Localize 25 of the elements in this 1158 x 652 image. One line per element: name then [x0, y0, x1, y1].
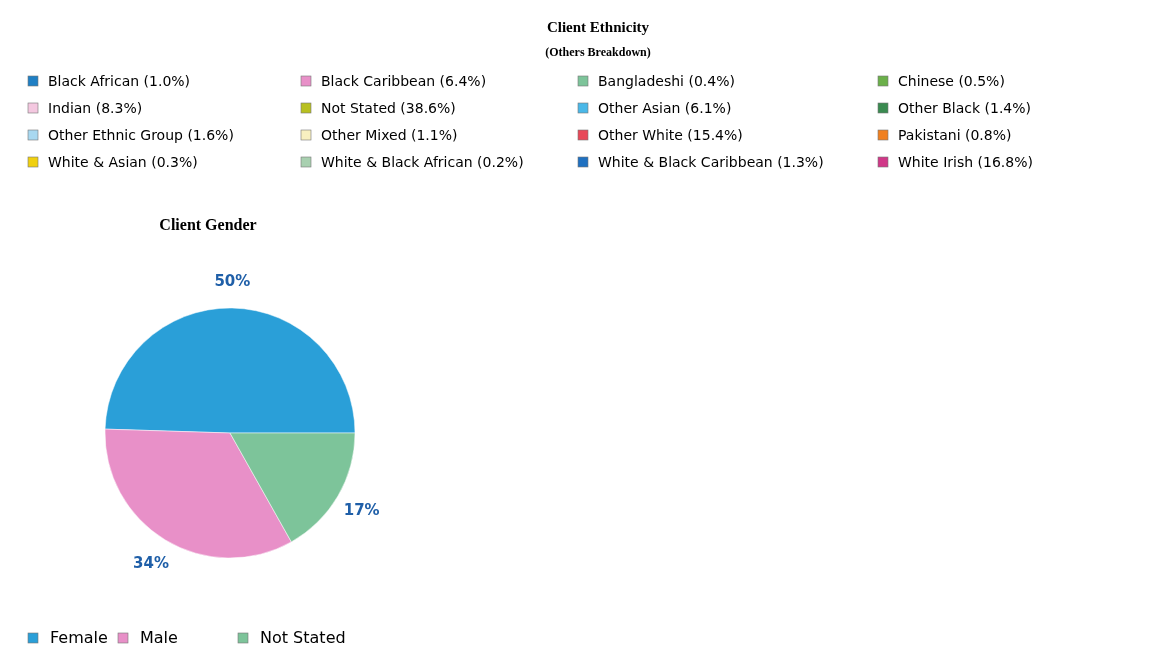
- chart-title: Client Gender: [159, 216, 257, 233]
- category-label: White & Black African (0.2%): [321, 154, 524, 170]
- category-label: White & Asian (0.3%): [48, 154, 198, 170]
- category-label: Chinese (0.5%): [898, 73, 1005, 89]
- category-label: Black African (1.0%): [48, 73, 191, 89]
- category-label: White Irish (16.8%): [898, 154, 1033, 170]
- category-label: Other Ethnic Group (1.6%): [48, 127, 234, 143]
- category-label: Other Asian (6.1%): [598, 100, 732, 116]
- data-label: 34%: [133, 554, 169, 573]
- category-label: White & Black Caribbean (1.3%): [598, 154, 824, 170]
- legend-label: Male: [140, 628, 178, 647]
- legend-label: Not Stated: [260, 628, 346, 647]
- text: Client Ethnicity: [546, 19, 650, 35]
- category-label: Not Stated (38.6%): [321, 100, 456, 116]
- data-label: 17%: [343, 500, 380, 519]
- category-label: Pakistani (0.8%): [898, 127, 1012, 143]
- category-label: Indian (8.3%): [48, 100, 143, 116]
- category-label: Bangladeshi (0.4%): [598, 73, 735, 89]
- legend-label: Female: [50, 628, 108, 647]
- category-label: Other White (15.4%): [598, 127, 743, 143]
- category-label: Other Black (1.4%): [898, 100, 1032, 116]
- category-label: Other Mixed (1.1%): [321, 127, 458, 143]
- data-label: 50%: [214, 271, 251, 290]
- category-label: Black Caribbean (6.4%): [321, 73, 487, 89]
- text: (Others Breakdown): [545, 45, 651, 59]
